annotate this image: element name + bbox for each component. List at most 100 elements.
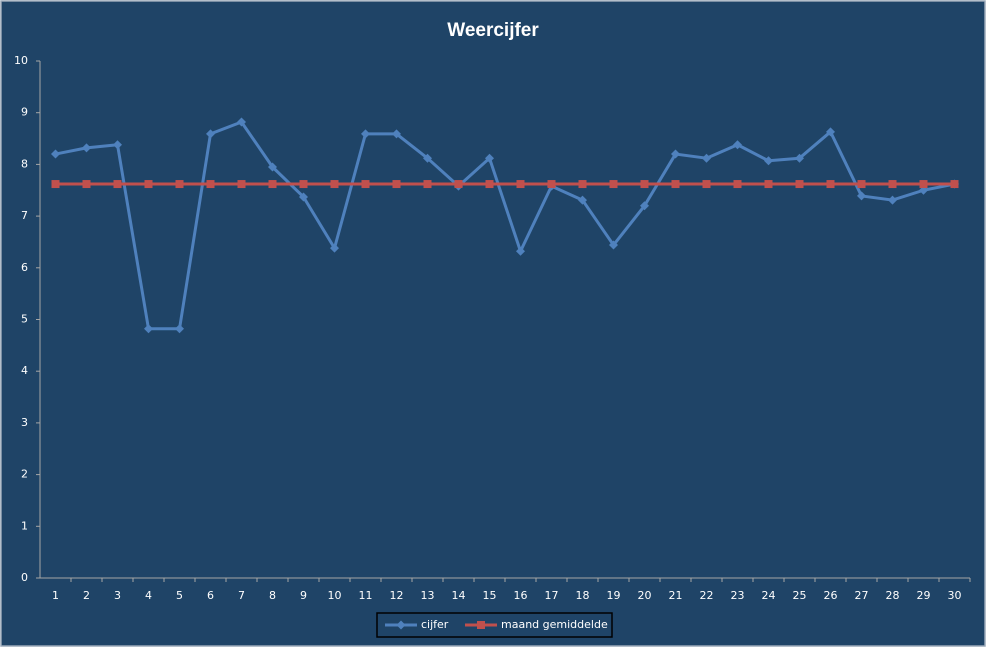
x-tick-label: 11 [359, 589, 373, 602]
x-tick-label: 28 [886, 589, 900, 602]
y-tick-label: 8 [21, 157, 28, 170]
point-marker [702, 153, 711, 163]
y-tick-label: 4 [21, 364, 28, 377]
x-tick-label: 27 [855, 589, 869, 602]
legend-box [376, 612, 613, 638]
point-marker [361, 180, 370, 189]
x-tick-label: 29 [917, 589, 931, 602]
y-tick-label: 7 [21, 209, 28, 222]
x-tick-label: 12 [390, 589, 404, 602]
x-tick-label: 23 [731, 589, 745, 602]
x-tick-label: 17 [545, 589, 559, 602]
point-marker [392, 129, 401, 139]
y-tick-label: 1 [21, 519, 28, 532]
x-tick-label: 13 [421, 589, 435, 602]
point-marker [206, 129, 215, 139]
point-marker [578, 195, 587, 205]
point-marker [268, 180, 277, 189]
point-marker [578, 180, 587, 189]
chart-title: Weercijfer [447, 20, 539, 41]
x-tick-label: 4 [145, 589, 152, 602]
point-marker [392, 180, 401, 189]
point-marker [795, 180, 804, 189]
x-tick-label: 10 [328, 589, 342, 602]
point-marker [82, 180, 91, 189]
y-tick-label: 3 [21, 416, 28, 429]
y-tick-label: 0 [21, 571, 28, 584]
point-marker [330, 180, 339, 189]
point-marker [423, 153, 432, 163]
legend-marker [396, 620, 406, 630]
point-marker [547, 180, 556, 189]
y-tick-label: 10 [14, 54, 28, 67]
point-marker [113, 180, 122, 189]
x-tick-label: 2 [83, 589, 90, 602]
point-marker [857, 191, 866, 201]
point-marker [950, 180, 959, 189]
point-marker [919, 180, 928, 189]
point-marker [144, 324, 153, 334]
point-marker [237, 180, 246, 189]
point-marker [330, 243, 339, 253]
point-marker [113, 140, 122, 150]
x-tick-label: 16 [514, 589, 528, 602]
point-marker [175, 180, 184, 189]
legend-label: maand gemiddelde [501, 618, 608, 631]
y-tick-label: 6 [21, 261, 28, 274]
x-tick-label: 30 [948, 589, 962, 602]
x-tick-label: 22 [700, 589, 714, 602]
point-marker [206, 180, 215, 189]
point-marker [299, 180, 308, 189]
x-tick-label: 24 [762, 589, 776, 602]
x-tick-label: 8 [269, 589, 276, 602]
x-tick-label: 6 [207, 589, 214, 602]
point-marker [51, 180, 60, 189]
x-tick-label: 18 [576, 589, 590, 602]
x-tick-label: 1 [52, 589, 59, 602]
point-marker [826, 180, 835, 189]
x-tick-label: 5 [176, 589, 183, 602]
point-marker [857, 180, 866, 189]
point-marker [144, 180, 153, 189]
x-tick-label: 20 [638, 589, 652, 602]
point-marker [888, 180, 897, 189]
point-marker [733, 140, 742, 150]
y-tick-label: 9 [21, 106, 28, 119]
point-marker [51, 149, 60, 159]
point-marker [82, 143, 91, 153]
y-tick-label: 5 [21, 313, 28, 326]
point-marker [764, 156, 773, 166]
x-tick-label: 19 [607, 589, 621, 602]
point-marker [671, 180, 680, 189]
x-tick-label: 7 [238, 589, 245, 602]
point-marker [361, 129, 370, 139]
point-marker [764, 180, 773, 189]
point-marker [485, 153, 494, 163]
point-marker [702, 180, 711, 189]
point-marker [237, 117, 246, 127]
y-tick-label: 2 [21, 468, 28, 481]
legend-label: cijfer [421, 618, 449, 631]
point-marker [640, 180, 649, 189]
point-marker [516, 180, 525, 189]
point-marker [733, 180, 742, 189]
point-marker [454, 180, 463, 189]
x-tick-label: 21 [669, 589, 683, 602]
point-marker [640, 201, 649, 211]
point-marker [175, 324, 184, 334]
x-tick-label: 15 [483, 589, 497, 602]
point-marker [516, 246, 525, 256]
point-marker [609, 180, 618, 189]
x-tick-label: 14 [452, 589, 466, 602]
series-line [55, 120, 955, 331]
x-tick-label: 26 [824, 589, 838, 602]
point-marker [826, 127, 835, 137]
x-tick-label: 25 [793, 589, 807, 602]
x-tick-label: 9 [300, 589, 307, 602]
point-marker [888, 195, 897, 205]
point-marker [423, 180, 432, 189]
point-marker [299, 192, 308, 202]
point-marker [609, 240, 618, 250]
